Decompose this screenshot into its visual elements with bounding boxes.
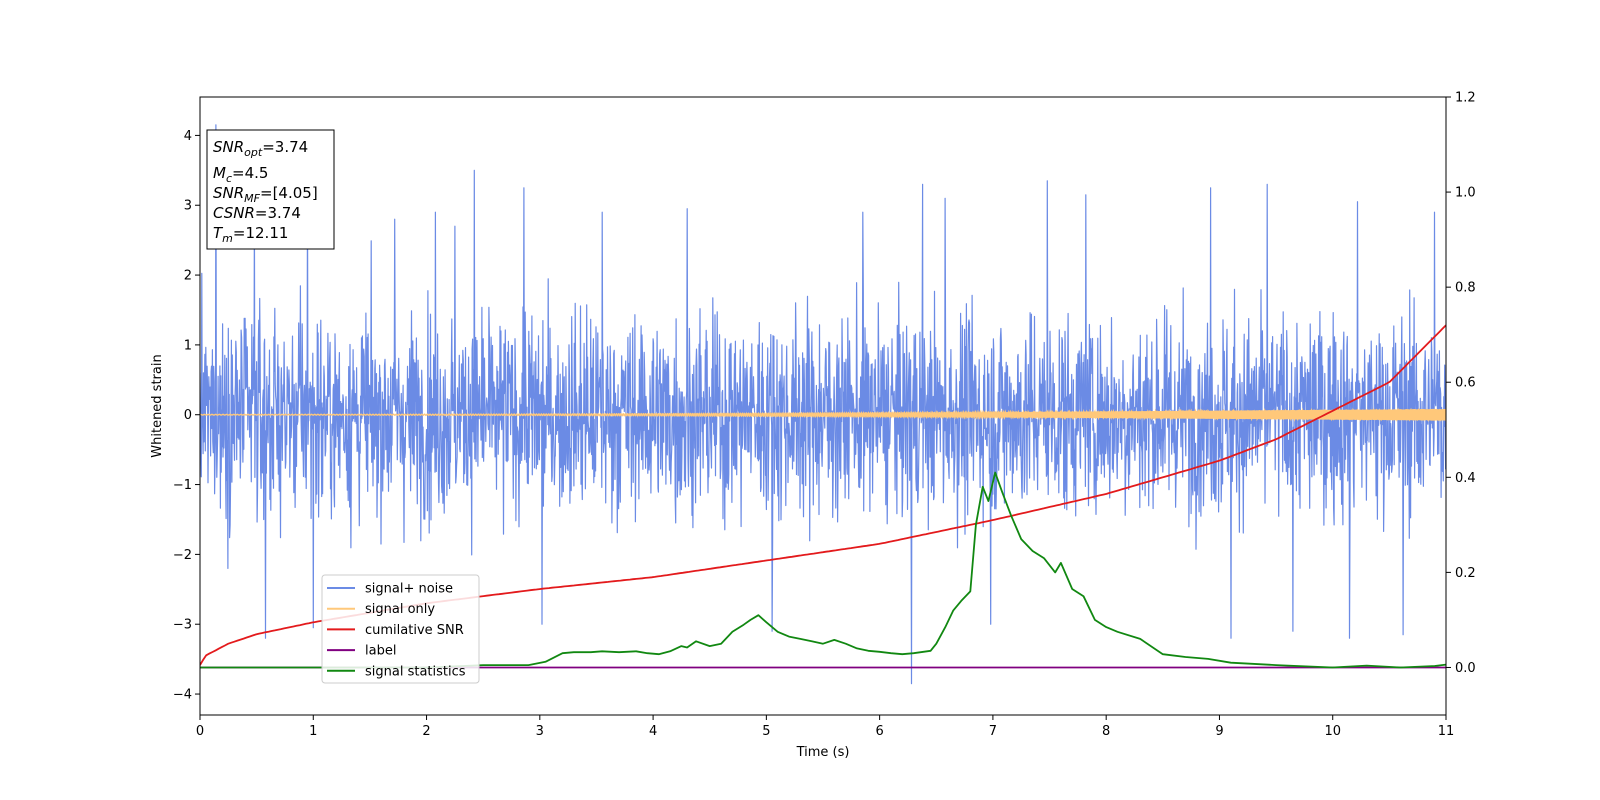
y-left-tick-label: −3	[173, 618, 192, 633]
legend-label: signal statistics	[365, 664, 466, 679]
y-left-tick-label: 3	[184, 199, 192, 214]
annotation-box: SNRopt=3.74 Mc=4.5 SNRMF=[4.05] CSNR=3.7…	[206, 129, 335, 250]
x-tick-label: 2	[422, 724, 430, 739]
legend: signal+ noise signal only cumilative SNR la…	[321, 574, 480, 684]
legend-label: signal only	[365, 602, 435, 617]
annotation-snr-mf: SNRMF=[4.05]	[213, 184, 318, 205]
annotation-mc: Mc=4.5	[213, 164, 268, 185]
x-tick-label: 1	[309, 724, 317, 739]
y-axis-right: 1.2 1.0 0.8 0.6 0.4 0.2 0.0	[1446, 91, 1476, 676]
y-left-tick-label: 4	[184, 129, 192, 144]
x-tick-label: 11	[1438, 724, 1455, 739]
legend-label: label	[365, 644, 396, 659]
x-axis: 0 1 2 3 4 5 6 7 8 9 10 11	[196, 715, 1454, 739]
y-right-tick-label: 0.0	[1455, 661, 1476, 676]
y-left-tick-label: −4	[173, 688, 192, 703]
x-tick-label: 6	[875, 724, 883, 739]
annotation-csnr: CSNR=3.74	[213, 204, 301, 222]
y-right-tick-label: 0.8	[1455, 281, 1476, 296]
x-tick-label: 3	[536, 724, 544, 739]
x-tick-label: 5	[762, 724, 770, 739]
series-signal-statistics-line	[200, 471, 1446, 669]
annotation-snr-opt: SNRopt=3.74	[213, 138, 308, 159]
legend-frame	[321, 574, 480, 684]
legend-label: signal+ noise	[365, 582, 453, 597]
series-signal-only-line	[200, 407, 1446, 423]
x-tick-label: 0	[196, 724, 204, 739]
y-right-tick-label: 0.2	[1455, 566, 1476, 581]
series-signal-noise-line	[200, 124, 1446, 685]
y-axis-label: Whitened strain	[150, 354, 165, 457]
x-tick-label: 4	[649, 724, 657, 739]
y-axis-left: 4 3 2 1 0 −1 −2 −3 −4	[173, 129, 200, 703]
plot-frame	[199, 96, 1447, 716]
y-right-tick-label: 1.2	[1455, 91, 1476, 106]
annotation-tm: Tm=12.11	[213, 224, 288, 245]
y-left-tick-label: 0	[184, 408, 192, 423]
y-left-tick-label: −2	[173, 548, 192, 563]
x-axis-label: Time (s)	[796, 745, 850, 760]
x-tick-label: 8	[1102, 724, 1110, 739]
x-tick-label: 10	[1324, 724, 1341, 739]
y-right-tick-label: 0.4	[1455, 471, 1476, 486]
y-left-tick-label: −1	[173, 478, 192, 493]
x-tick-label: 7	[989, 724, 997, 739]
y-right-tick-label: 0.6	[1455, 376, 1476, 391]
x-tick-label: 9	[1215, 724, 1223, 739]
y-right-tick-label: 1.0	[1455, 186, 1476, 201]
annotation-frame	[206, 129, 335, 250]
y-left-tick-label: 2	[184, 269, 192, 284]
y-left-tick-label: 1	[184, 338, 192, 353]
legend-label: cumilative SNR	[365, 623, 464, 638]
